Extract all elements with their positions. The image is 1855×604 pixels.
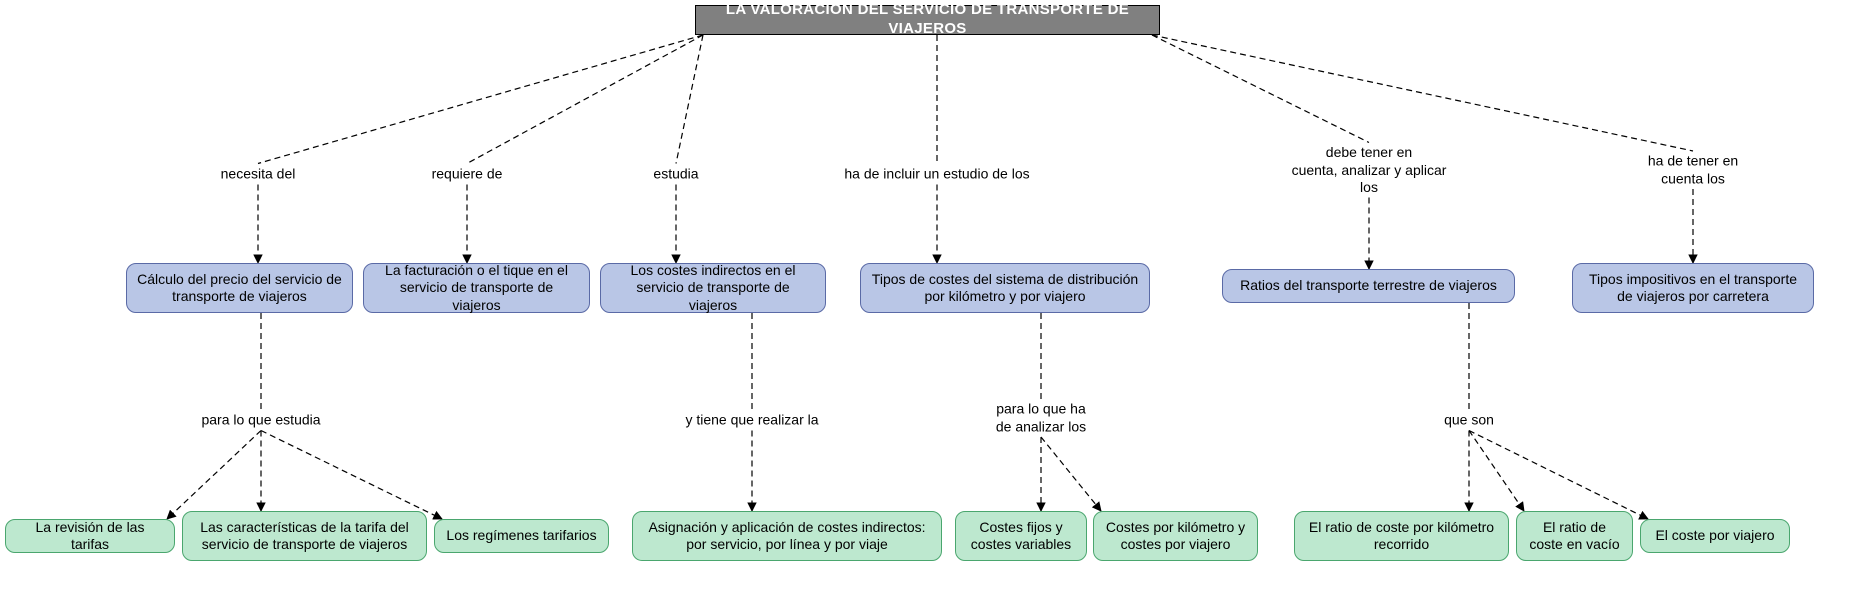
concept-map-canvas: LA VALORACIÓN DEL SERVICIO DE TRANSPORTE…: [0, 0, 1855, 604]
node-b_fact: La facturación o el tique en el servicio…: [363, 263, 590, 313]
node-g_asig: Asignación y aplicación de costes indire…: [632, 511, 942, 561]
node-root: LA VALORACIÓN DEL SERVICIO DE TRANSPORTE…: [695, 5, 1160, 35]
node-g_fijo: Costes fijos y costes variables: [955, 511, 1087, 561]
edge-label-l_incluir: ha de incluir un estudio de los: [844, 165, 1029, 183]
edge-l_paraest-to-g_rev: [167, 431, 261, 520]
edge-label-l_paraana: para lo que ha de analizar los: [996, 401, 1086, 436]
edge-root-to-l_necesita: [258, 35, 703, 164]
edge-label-l_hatener: ha de tener en cuenta los: [1648, 153, 1738, 188]
edge-label-l_estudia: estudia: [653, 165, 698, 183]
edge-label-l_ytiene: y tiene que realizar la: [685, 411, 818, 429]
edge-label-l_queson: que son: [1444, 411, 1494, 429]
node-g_rvac: El ratio de coste en vacío: [1516, 511, 1633, 561]
edge-root-to-l_hatener: [1152, 35, 1693, 151]
node-g_rev: La revisión de las tarifas: [5, 519, 175, 553]
edge-root-to-l_estudia: [676, 35, 703, 164]
edge-label-l_necesita: necesita del: [221, 165, 296, 183]
node-g_carac: Las características de la tarifa del ser…: [182, 511, 427, 561]
node-g_reg: Los regímenes tarifarios: [434, 519, 609, 553]
node-g_km: Costes por kilómetro y costes por viajer…: [1093, 511, 1258, 561]
edge-l_paraana-to-g_km: [1041, 437, 1101, 511]
edge-root-to-l_requiere: [467, 35, 703, 164]
edge-l_queson-to-g_rvac: [1469, 431, 1524, 512]
node-b_calc: Cálculo del precio del servicio de trans…: [126, 263, 353, 313]
edge-l_queson-to-g_cvia: [1469, 431, 1648, 520]
node-b_ratio: Ratios del transporte terrestre de viaje…: [1222, 269, 1515, 303]
edge-label-l_debe: debe tener en cuenta, analizar y aplicar…: [1292, 144, 1447, 197]
node-g_rkm: El ratio de coste por kilómetro recorrid…: [1294, 511, 1509, 561]
node-b_indir: Los costes indirectos en el servicio de …: [600, 263, 826, 313]
node-b_tipos: Tipos de costes del sistema de distribuc…: [860, 263, 1150, 313]
node-b_impos: Tipos impositivos en el transporte de vi…: [1572, 263, 1814, 313]
edge-label-l_requiere: requiere de: [432, 165, 503, 183]
node-g_cvia: El coste por viajero: [1640, 519, 1790, 553]
edge-l_paraest-to-g_reg: [261, 431, 442, 520]
edge-label-l_paraest: para lo que estudia: [201, 411, 320, 429]
edge-root-to-l_debe: [1152, 35, 1369, 143]
